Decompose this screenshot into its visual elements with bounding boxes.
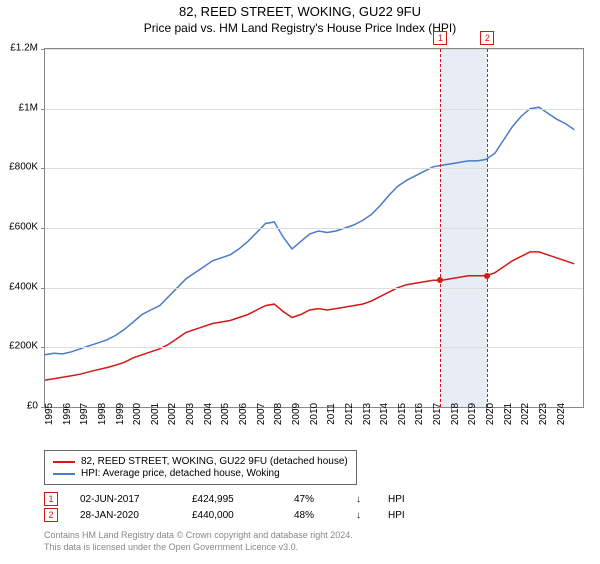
- legend-swatch: [53, 461, 75, 463]
- x-tick-label: 2003: [185, 403, 196, 425]
- x-tick-label: 2011: [326, 403, 337, 425]
- y-tick-label: £0: [27, 401, 38, 412]
- x-tick-label: 2004: [203, 403, 214, 425]
- x-tick-label: 2016: [414, 403, 425, 425]
- x-tick-label: 2005: [220, 403, 231, 425]
- sale-pct: 47%: [294, 494, 334, 505]
- event-marker: 2: [480, 31, 494, 45]
- x-tick-label: 2022: [520, 403, 531, 425]
- legend-label: 82, REED STREET, WOKING, GU22 9FU (detac…: [81, 456, 348, 467]
- x-tick-label: 2017: [432, 403, 443, 425]
- x-tick-label: 1998: [97, 403, 108, 425]
- y-tick-label: £600K: [9, 222, 38, 233]
- x-tick-label: 1995: [44, 403, 55, 425]
- chart-title: 82, REED STREET, WOKING, GU22 9FU: [0, 4, 600, 19]
- x-tick-label: 2007: [256, 403, 267, 425]
- legend-item: 82, REED STREET, WOKING, GU22 9FU (detac…: [53, 456, 348, 467]
- x-tick-label: 2006: [238, 403, 249, 425]
- x-tick-label: 2018: [450, 403, 461, 425]
- legend: 82, REED STREET, WOKING, GU22 9FU (detac…: [44, 450, 357, 485]
- sale-date: 28-JAN-2020: [80, 510, 170, 521]
- chart-container: 82, REED STREET, WOKING, GU22 9FU Price …: [0, 4, 600, 564]
- x-tick-label: 2024: [556, 403, 567, 425]
- legend-swatch: [53, 473, 75, 475]
- x-tick-label: 2021: [503, 403, 514, 425]
- x-axis-labels: 1995199619971998199920002001200220032004…: [44, 410, 584, 450]
- plot-area: 12: [44, 48, 584, 408]
- y-axis-labels: £0£200K£400K£600K£800K£1M£1.2M: [0, 48, 42, 408]
- y-tick-label: £400K: [9, 281, 38, 292]
- legend-label: HPI: Average price, detached house, Woki…: [81, 468, 280, 479]
- x-tick-label: 1999: [115, 403, 126, 425]
- x-tick-label: 2013: [362, 403, 373, 425]
- x-tick-label: 2023: [538, 403, 549, 425]
- sale-marker-box: 1: [44, 492, 58, 506]
- sale-row: 1 02-JUN-2017 £424,995 47% ↓ HPI: [44, 492, 405, 506]
- x-tick-label: 2012: [344, 403, 355, 425]
- x-tick-label: 2020: [485, 403, 496, 425]
- legend-item: HPI: Average price, detached house, Woki…: [53, 468, 348, 479]
- footer-line1: Contains HM Land Registry data © Crown c…: [44, 530, 353, 542]
- series-property: [45, 252, 574, 380]
- sale-marker-box: 2: [44, 508, 58, 522]
- x-tick-label: 1997: [79, 403, 90, 425]
- y-tick-label: £1M: [19, 102, 38, 113]
- sale-pct: 48%: [294, 510, 334, 521]
- x-tick-label: 2015: [397, 403, 408, 425]
- sale-date: 02-JUN-2017: [80, 494, 170, 505]
- event-line: [440, 49, 441, 407]
- x-tick-label: 2014: [379, 403, 390, 425]
- sale-ref: HPI: [388, 510, 405, 521]
- y-tick-label: £800K: [9, 162, 38, 173]
- sales-table: 1 02-JUN-2017 £424,995 47% ↓ HPI 2 28-JAN-2020 £…: [44, 490, 405, 524]
- x-tick-label: 2002: [167, 403, 178, 425]
- sale-price: £424,995: [192, 494, 272, 505]
- event-marker: 1: [433, 31, 447, 45]
- y-tick-label: £200K: [9, 341, 38, 352]
- event-line: [487, 49, 488, 407]
- footer-line2: This data is licensed under the Open Gov…: [44, 542, 353, 554]
- x-tick-label: 2008: [273, 403, 284, 425]
- sale-row: 2 28-JAN-2020 £440,000 48% ↓ HPI: [44, 508, 405, 522]
- down-arrow-icon: ↓: [356, 510, 366, 521]
- y-tick-label: £1.2M: [10, 43, 38, 54]
- x-tick-label: 2010: [309, 403, 320, 425]
- sale-ref: HPI: [388, 494, 405, 505]
- x-tick-label: 2019: [467, 403, 478, 425]
- sale-price: £440,000: [192, 510, 272, 521]
- x-tick-label: 2009: [291, 403, 302, 425]
- footer-text: Contains HM Land Registry data © Crown c…: [44, 530, 353, 553]
- x-tick-label: 2001: [150, 403, 161, 425]
- x-tick-label: 2000: [132, 403, 143, 425]
- chart-subtitle: Price paid vs. HM Land Registry's House …: [0, 21, 600, 35]
- sale-dot: [484, 273, 490, 279]
- sale-dot: [437, 277, 443, 283]
- series-hpi: [45, 107, 574, 355]
- x-tick-label: 1996: [62, 403, 73, 425]
- down-arrow-icon: ↓: [356, 494, 366, 505]
